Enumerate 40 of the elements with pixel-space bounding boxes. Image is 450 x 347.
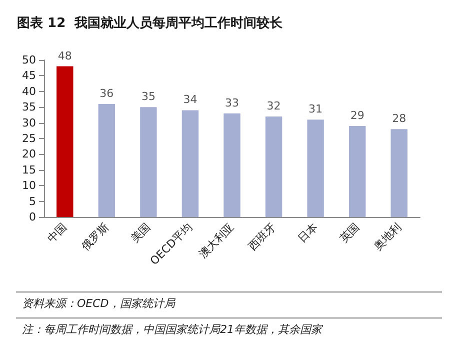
data-label: 29 bbox=[350, 108, 364, 122]
y-tick-label: 35 bbox=[22, 100, 36, 114]
bar bbox=[98, 104, 116, 217]
x-tick-label: 英国 bbox=[337, 220, 362, 246]
y-tick-label: 5 bbox=[29, 194, 36, 208]
data-label: 35 bbox=[141, 90, 156, 104]
bar bbox=[307, 120, 324, 217]
text: 资料来源：OECD，国家统计局 bbox=[22, 297, 176, 310]
bar bbox=[140, 107, 157, 217]
bar bbox=[56, 66, 74, 217]
x-tick-label: 澳大利亚 bbox=[196, 220, 237, 261]
y-tick-label: 40 bbox=[22, 84, 36, 98]
y-tick-label: 20 bbox=[22, 148, 36, 161]
data-label: 33 bbox=[225, 96, 239, 110]
x-tick-label: 西班牙 bbox=[246, 220, 278, 253]
y-tick-label: 15 bbox=[22, 163, 36, 176]
x-tick-label: 奥地利 bbox=[371, 220, 404, 253]
bar bbox=[390, 129, 408, 217]
text: 注：每周工作时间数据，中国国家统计局21年数据，其余国家 bbox=[22, 323, 324, 336]
chart-title: 图表 12 我国就业人员每周平均工作时间较长 bbox=[17, 15, 284, 31]
x-tick-label: 日本 bbox=[295, 220, 320, 246]
data-label: 36 bbox=[100, 86, 114, 100]
y-tick-label: 0 bbox=[29, 210, 36, 224]
data-label: 48 bbox=[58, 49, 72, 62]
x-tick-label: 中国 bbox=[44, 220, 70, 246]
y-tick-label: 25 bbox=[22, 132, 36, 145]
x-tick-label: 美国 bbox=[128, 220, 154, 246]
data-label: 28 bbox=[392, 112, 406, 126]
data-label: 32 bbox=[266, 100, 281, 113]
bar bbox=[265, 116, 282, 217]
y-tick-label: 10 bbox=[22, 179, 36, 192]
x-tick-label: 俄罗斯 bbox=[78, 220, 112, 253]
y-tick-label: 45 bbox=[22, 69, 36, 82]
bar bbox=[348, 126, 366, 217]
y-tick-label: 30 bbox=[22, 116, 36, 130]
y-tick-label: 50 bbox=[22, 54, 36, 66]
bar bbox=[224, 113, 240, 217]
data-label: 31 bbox=[308, 102, 323, 116]
bar bbox=[182, 110, 199, 217]
data-label: 34 bbox=[183, 93, 198, 106]
